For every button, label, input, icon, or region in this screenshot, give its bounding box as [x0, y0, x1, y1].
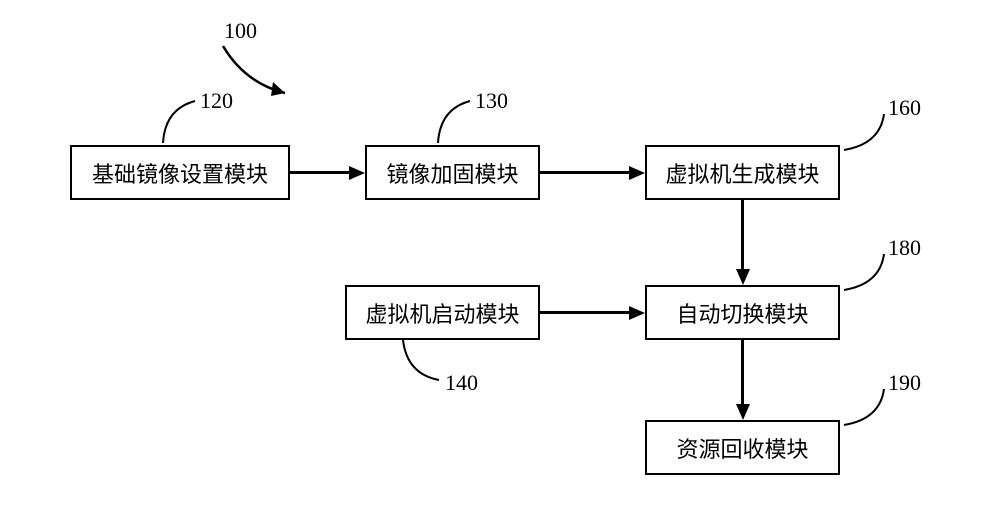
arrow-head-icon — [736, 269, 750, 285]
node-base-image-setup: 基础镜像设置模块 — [70, 145, 290, 200]
arrow-head-icon — [736, 404, 750, 420]
arrow-head-icon — [629, 166, 645, 180]
ref-label-180: 180 — [888, 235, 921, 261]
ref-label-120: 120 — [200, 88, 233, 114]
node-label: 虚拟机生成模块 — [665, 157, 819, 189]
node-label: 资源回收模块 — [676, 432, 808, 464]
node-label: 虚拟机启动模块 — [365, 297, 519, 329]
ref-label-190: 190 — [888, 370, 921, 396]
edge-180-190 — [741, 340, 744, 405]
node-label: 自动切换模块 — [676, 297, 808, 329]
node-resource-recycle: 资源回收模块 — [645, 420, 840, 475]
ref-curve-180 — [840, 250, 895, 294]
edge-160-180 — [741, 200, 744, 270]
ref-curve-140 — [395, 338, 450, 386]
edge-140-180 — [540, 311, 630, 314]
ref-label-140: 140 — [445, 370, 478, 396]
ref-curve-190 — [840, 385, 895, 429]
node-label: 基础镜像设置模块 — [92, 157, 268, 189]
ref-curve-160 — [840, 110, 895, 154]
node-auto-switch: 自动切换模块 — [645, 285, 840, 340]
node-vm-start: 虚拟机启动模块 — [345, 285, 540, 340]
node-label: 镜像加固模块 — [386, 157, 518, 189]
edge-120-130 — [290, 171, 350, 174]
ref-label-160: 160 — [888, 95, 921, 121]
node-image-harden: 镜像加固模块 — [365, 145, 540, 200]
arrow-head-icon — [629, 306, 645, 320]
node-vm-generate: 虚拟机生成模块 — [645, 145, 840, 200]
edge-130-160 — [540, 171, 630, 174]
arrow-head-icon — [349, 166, 365, 180]
ref-label-130: 130 — [475, 88, 508, 114]
